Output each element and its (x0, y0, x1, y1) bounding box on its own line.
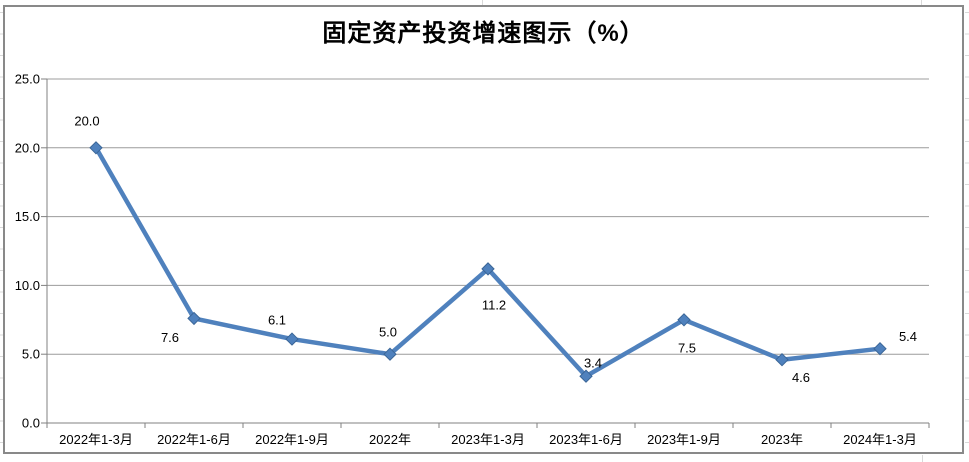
chart-area[interactable] (3, 5, 964, 454)
chart-title: 固定资产投资增速图示（%） (322, 20, 645, 47)
